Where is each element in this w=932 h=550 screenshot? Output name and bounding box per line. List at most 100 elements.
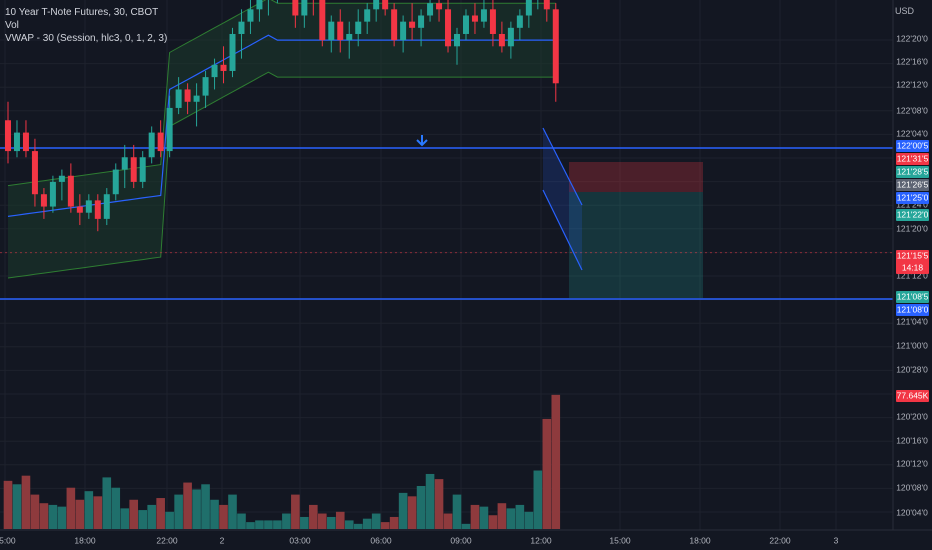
- vwap-indicator-label[interactable]: VWAP - 30 (Session, hlc3, 0, 1, 2, 3): [5, 33, 168, 44]
- price-badge: 121'22'0: [896, 209, 929, 221]
- chart-legend: 10 Year T-Note Futures, 30, CBOT Vol VWA…: [5, 6, 167, 45]
- price-badge: 121'15'5 14:18: [896, 250, 929, 274]
- candle: [337, 9, 344, 53]
- price-badge: 121'08'0: [896, 304, 929, 316]
- time-tick-label: 18:00: [689, 535, 711, 545]
- candle: [454, 27, 460, 65]
- candle: [175, 77, 182, 115]
- price-badge-bg: [896, 166, 929, 178]
- candle-body: [427, 3, 434, 16]
- candle-body: [400, 21, 407, 41]
- candle: [319, 0, 326, 47]
- plot-area: [0, 0, 893, 530]
- candle-body: [525, 0, 532, 16]
- candle-body: [454, 33, 460, 47]
- price-badge: 121'31'5: [896, 153, 929, 165]
- volume-bar: [443, 513, 453, 529]
- volume-bar: [515, 504, 525, 529]
- position-stop-zone: [569, 162, 703, 192]
- candle: [301, 0, 308, 28]
- candle: [391, 3, 398, 47]
- price-tick-label: 121'24'0: [896, 199, 928, 209]
- price-tick-label: 120'28'0: [896, 364, 928, 374]
- candle-body: [58, 175, 65, 182]
- price-badge-text: 122'00'5: [897, 140, 929, 150]
- candle: [543, 0, 550, 22]
- price-badge-text: 121'28'5: [897, 166, 929, 176]
- volume-bar: [219, 504, 228, 529]
- candle-body: [391, 9, 398, 41]
- candle: [85, 194, 92, 219]
- candle: [346, 21, 353, 59]
- candle-body: [445, 9, 452, 47]
- candle-body: [292, 0, 299, 16]
- candle: [139, 151, 146, 189]
- volume-bar: [488, 515, 498, 529]
- price-tick-label: 122'04'0: [896, 128, 928, 138]
- volume-bar: [542, 418, 552, 529]
- candle-body: [22, 132, 29, 152]
- volume-bar: [3, 480, 13, 529]
- candle: [148, 126, 155, 164]
- candle-body: [139, 157, 146, 182]
- candle: [292, 0, 299, 28]
- candle: [507, 21, 514, 59]
- candle-body: [85, 200, 92, 213]
- volume-bar: [344, 520, 354, 529]
- volume-bar: [407, 496, 417, 529]
- candle-body: [337, 21, 344, 41]
- price-badge-text: 121'08'0: [897, 304, 929, 314]
- volume-bar: [129, 499, 139, 529]
- candle-body: [489, 9, 496, 34]
- volume-indicator-label[interactable]: Vol: [5, 20, 19, 31]
- volume-bar: [84, 491, 94, 529]
- time-tick-label: 22:00: [769, 535, 791, 545]
- candle-body: [166, 107, 173, 152]
- price-badge-text: 121'26'5: [897, 179, 929, 189]
- time-tick-label: 15:00: [609, 535, 631, 545]
- candle-body: [409, 21, 416, 28]
- candle-body: [436, 3, 443, 10]
- vwap-upper-band: [7, 0, 556, 187]
- volume-bar: [425, 473, 435, 529]
- volume-bar: [380, 522, 390, 529]
- candle: [211, 58, 218, 90]
- volume-bar: [434, 479, 444, 529]
- candle: [267, 0, 269, 16]
- price-badge-text: 121'31'5: [897, 153, 929, 163]
- volume-bar: [255, 520, 264, 529]
- down-arrow-marker: [416, 135, 428, 147]
- volume-bar: [57, 506, 67, 529]
- volume-bar: [93, 496, 103, 529]
- price-tick-label: 120'04'0: [896, 507, 928, 517]
- volume-bar: [309, 504, 318, 529]
- time-axis: 15:00 18:00 22:00 2 03:00 06:00 09:00 12:00 15:0…: [0, 529, 932, 545]
- volume-bar: [111, 487, 121, 529]
- volume-bar: [506, 508, 516, 529]
- candle: [516, 9, 523, 41]
- candle: [103, 188, 110, 226]
- price-tick-label: 121'04'0: [896, 316, 928, 326]
- candle: [31, 138, 38, 207]
- price-tick-label: 122'20'0: [896, 33, 928, 43]
- candle: [552, 3, 559, 102]
- symbol-title[interactable]: 10 Year T-Note Futures, 30, CBOT: [5, 7, 159, 18]
- volume-bar: [300, 516, 309, 529]
- price-badge-bg: [896, 140, 929, 152]
- volume-bar: [479, 506, 489, 529]
- candle: [166, 95, 173, 158]
- volume-bar: [335, 511, 345, 529]
- volume-bar: [291, 494, 300, 529]
- candle: [355, 9, 362, 47]
- candle: [537, 0, 539, 10]
- candle-body: [498, 33, 505, 47]
- price-badge-text: 77.645K: [897, 390, 929, 400]
- volume-bar: [362, 518, 372, 529]
- volume-bar: [398, 492, 408, 529]
- candle: [445, 0, 452, 53]
- price-badge-bg: [896, 250, 929, 274]
- time-tick-label: 03:00: [289, 535, 311, 545]
- price-badge: 121'28'5: [896, 166, 929, 178]
- volume-bar: [264, 520, 273, 529]
